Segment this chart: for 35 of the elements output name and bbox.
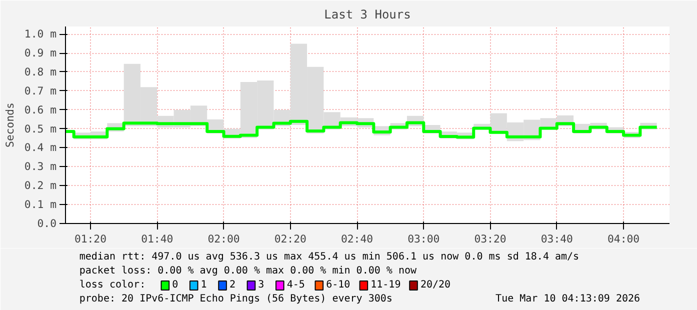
legend-label: 6-10 xyxy=(326,280,350,290)
y-tick-label: 0.8 m xyxy=(24,65,56,78)
legend-label: 3 xyxy=(258,280,264,290)
x-tick-label: 02:20 xyxy=(274,232,306,246)
x-tick-label: 02:40 xyxy=(340,232,374,246)
legend-label: 0 xyxy=(172,280,178,290)
text: Tue Mar 10 04:13:09 2026 xyxy=(496,294,640,304)
legend-label: 2 xyxy=(229,280,236,290)
y-tick-label: 0.7 m xyxy=(24,84,56,98)
y-tick-label: 0.0 xyxy=(37,217,57,230)
y-tick-label: 0.6 m xyxy=(24,103,56,116)
x-tick-label: 03:40 xyxy=(540,232,573,246)
legend-label: 4-5 xyxy=(286,280,305,290)
text: median rtt: 497.0 us avg 536.3 us max 455.4 us min 506.1 us now 0.0 ms sd 18.4 am/s xyxy=(79,252,580,262)
x-tick-label: 01:20 xyxy=(74,232,107,246)
x-tick-label: 01:40 xyxy=(141,232,174,246)
legend-label: 20/20 xyxy=(420,280,451,290)
y-tick-label: 0.9 m xyxy=(24,46,56,60)
x-tick-label: 02:00 xyxy=(208,232,240,246)
chart-title: Last 3 Hours xyxy=(324,8,411,22)
y-tick-label: 0.4 m xyxy=(24,141,56,154)
legend-label: 11-19 xyxy=(370,280,401,290)
text: packet loss: 0.00 % avg 0.00 % max 0.00 % min 0.00 % now xyxy=(79,266,418,276)
legend-title: loss color: xyxy=(79,280,146,290)
legend-label: 1 xyxy=(200,280,207,290)
y-tick-label: 0.2 m xyxy=(24,179,56,192)
x-tick-label: 03:00 xyxy=(408,232,440,246)
x-tick-label: 03:20 xyxy=(474,232,506,246)
text: probe: 20 IPv6-ICMP Echo Pings (56 Bytes) every 300s xyxy=(79,294,392,304)
y-axis-title: Seconds xyxy=(3,102,16,148)
y-tick-label: 0.5 m xyxy=(24,122,56,136)
y-tick-label: 0.1 m xyxy=(24,198,56,212)
x-tick-label: 04:00 xyxy=(607,232,640,246)
y-tick-label: 0.3 m xyxy=(24,160,56,174)
y-tick-label: 1.0 m xyxy=(24,28,56,41)
